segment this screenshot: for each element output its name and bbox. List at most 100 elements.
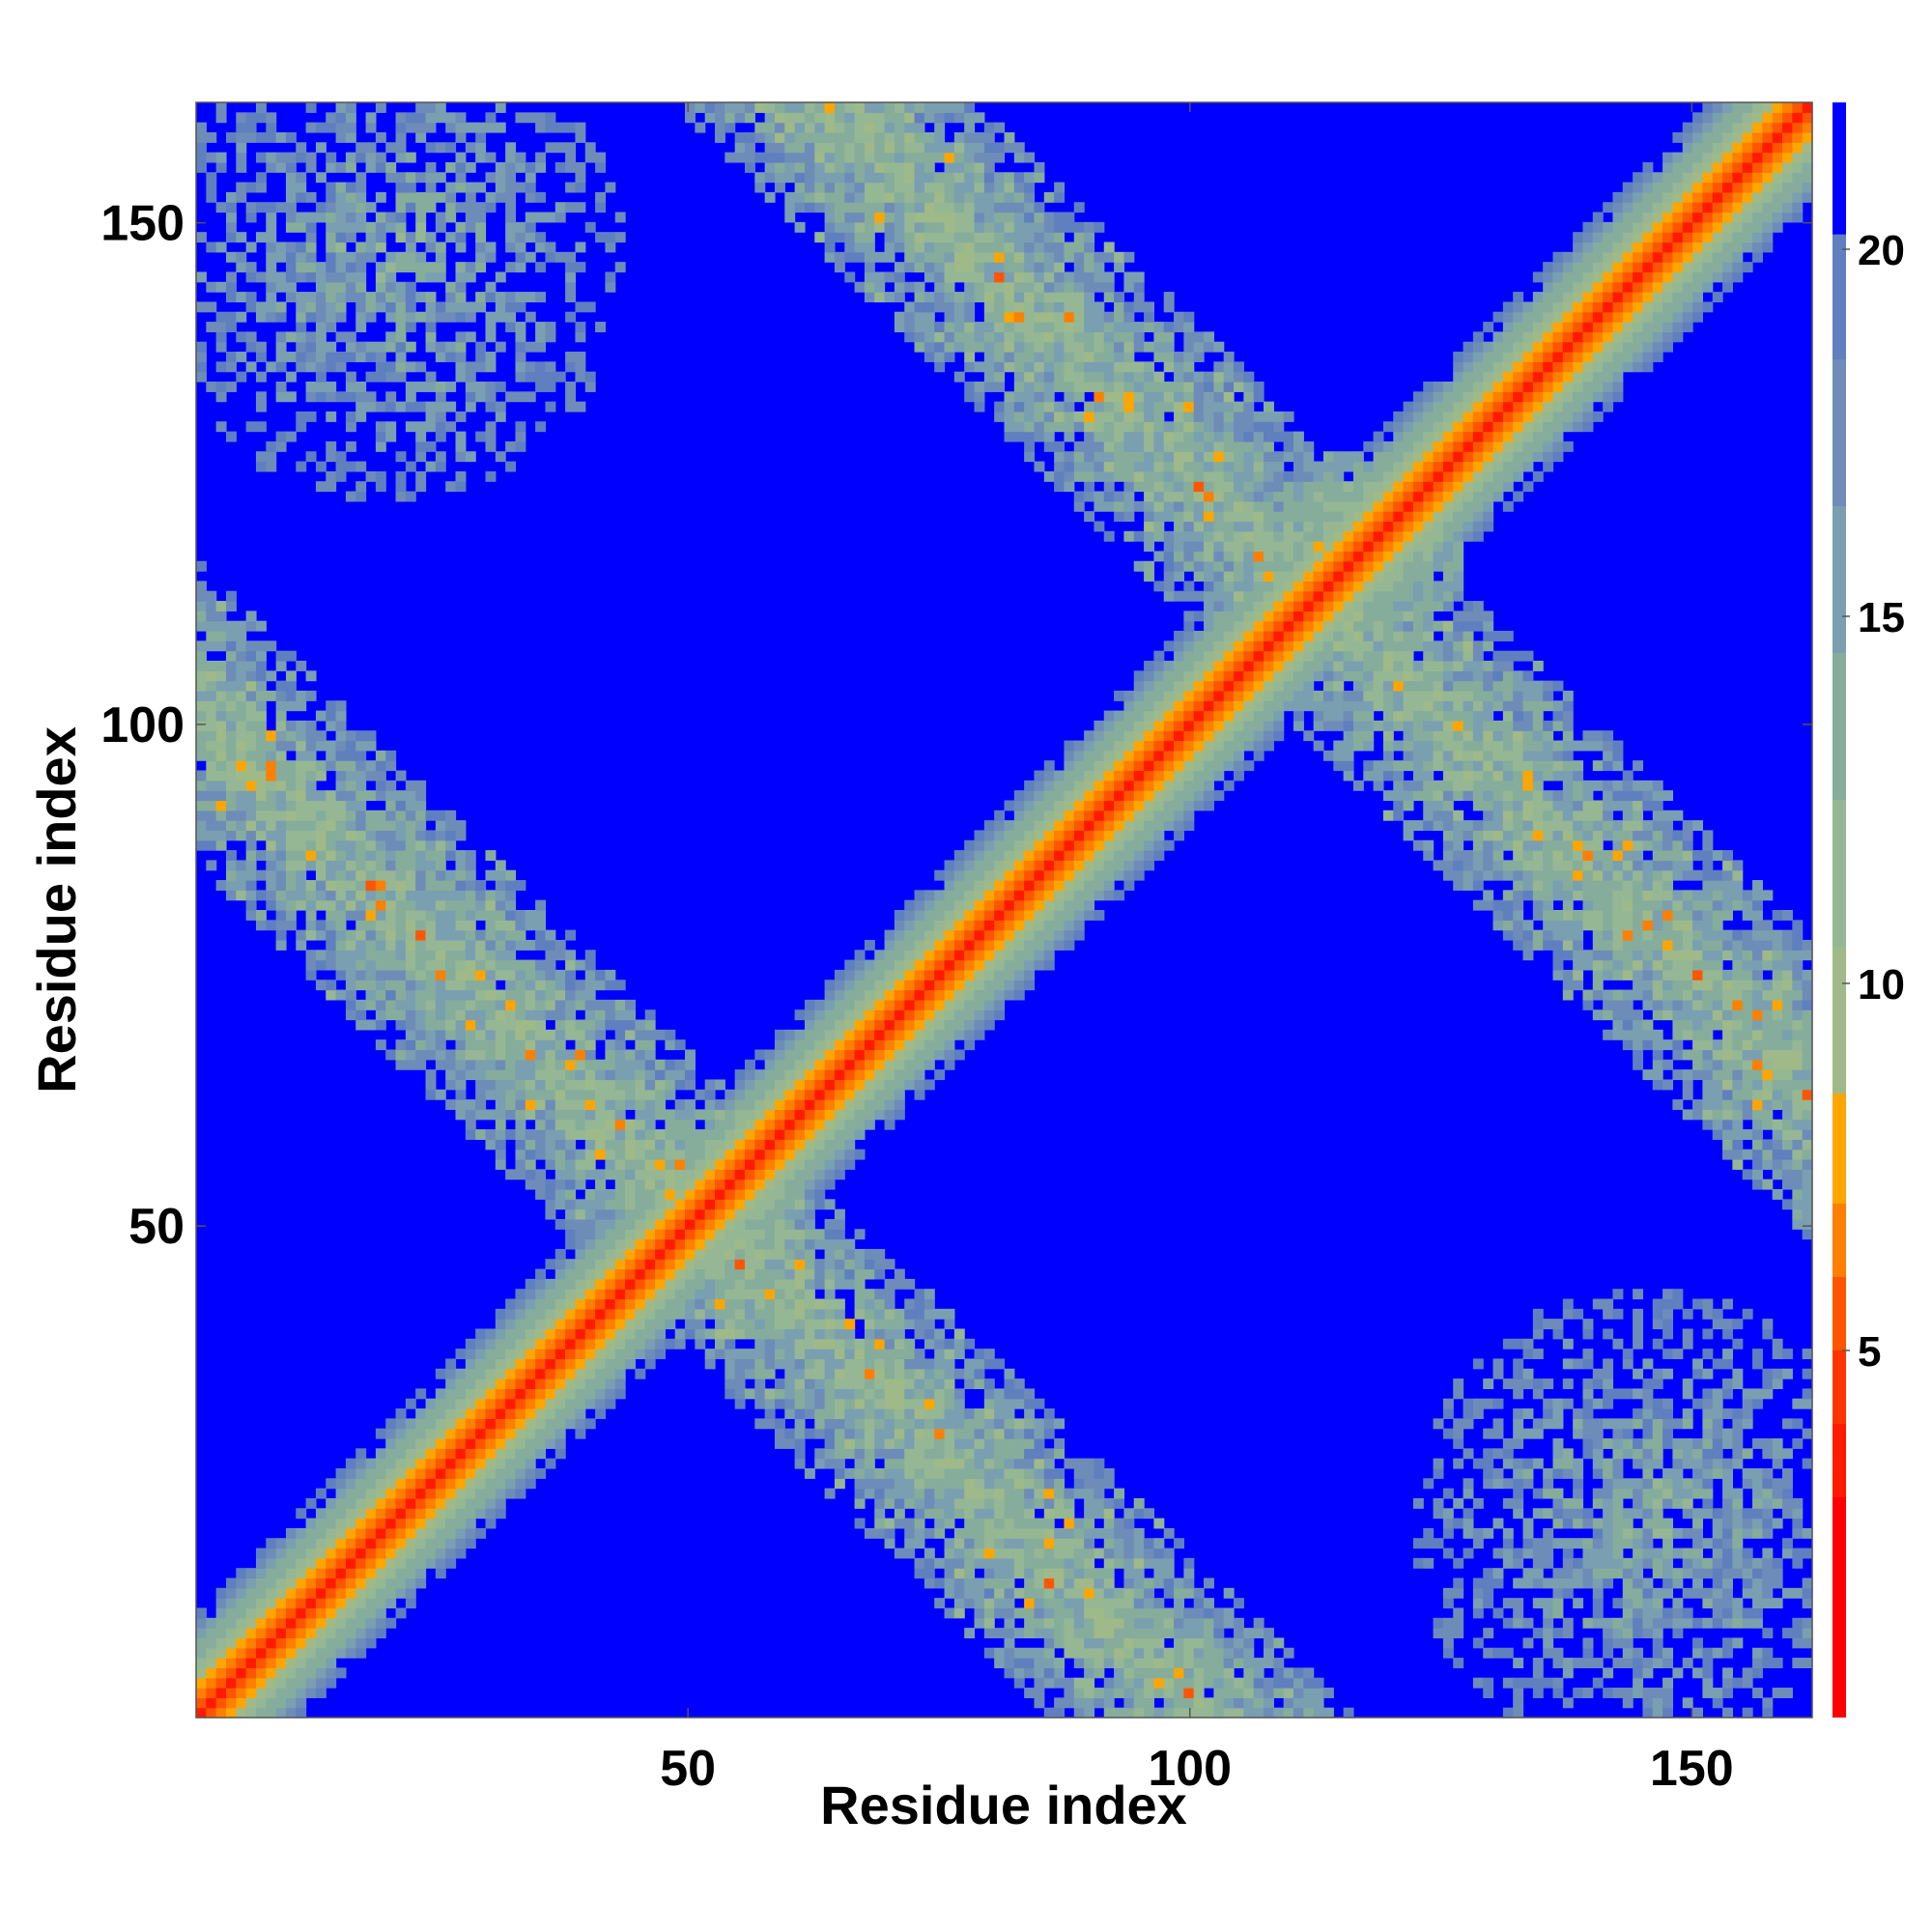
heatmap-cell — [844, 1467, 856, 1479]
heatmap-cell — [465, 361, 476, 373]
heatmap-cell — [804, 1467, 815, 1479]
heatmap-cell — [395, 830, 407, 841]
heatmap-cell — [953, 1538, 965, 1549]
heatmap-cell — [934, 939, 946, 951]
heatmap-cell — [744, 1349, 755, 1360]
heatmap-cell — [345, 1637, 356, 1649]
heatmap-cell — [953, 1557, 965, 1569]
heatmap-cell — [275, 1568, 287, 1579]
heatmap-cell — [844, 212, 856, 223]
heatmap-cell — [296, 411, 307, 422]
heatmap-cell — [335, 131, 347, 143]
heatmap-cell — [964, 890, 976, 901]
heatmap-cell — [695, 1268, 706, 1280]
heatmap-cell — [644, 1149, 656, 1160]
heatmap-cell — [355, 820, 367, 832]
heatmap-cell — [375, 1557, 386, 1569]
heatmap-cell — [944, 301, 955, 313]
heatmap-cell — [804, 1408, 815, 1419]
heatmap-cell — [505, 1408, 517, 1419]
heatmap-cell — [854, 1149, 866, 1160]
heatmap-cell — [804, 1159, 815, 1170]
heatmap-cell — [495, 161, 506, 173]
heatmap-cell — [275, 910, 287, 921]
heatmap-cell — [554, 1398, 566, 1409]
heatmap-cell — [595, 1009, 607, 1021]
heatmap-cell — [355, 1467, 367, 1479]
heatmap-cell — [914, 969, 925, 980]
heatmap-cell — [535, 1039, 547, 1051]
heatmap-cell — [874, 1378, 886, 1390]
heatmap-cell — [485, 391, 497, 403]
heatmap-cell — [515, 1428, 526, 1439]
heatmap-cell — [1013, 431, 1025, 442]
heatmap-cell — [266, 232, 277, 243]
heatmap-cell — [804, 102, 815, 113]
heatmap-cell — [605, 1238, 616, 1250]
heatmap-cell — [614, 1099, 626, 1111]
heatmap-cell — [275, 780, 287, 791]
heatmap-cell — [644, 1089, 656, 1100]
heatmap-cell — [395, 292, 407, 303]
heatmap-cell — [505, 1398, 517, 1409]
heatmap-cell — [974, 271, 985, 283]
heatmap-cell — [475, 1378, 487, 1390]
heatmap-cell — [285, 1587, 297, 1599]
heatmap-cell — [375, 980, 386, 991]
heatmap-cell — [275, 301, 287, 313]
heatmap-cell — [1013, 830, 1025, 841]
heatmap-cell — [764, 1259, 776, 1270]
heatmap-cell — [465, 1467, 476, 1479]
heatmap-cell — [974, 221, 985, 233]
heatmap-cell — [345, 331, 356, 343]
heatmap-cell — [824, 1349, 836, 1360]
heatmap-cell — [415, 880, 427, 891]
heatmap-cell — [814, 122, 826, 133]
heatmap-cell — [674, 1328, 686, 1340]
heatmap-cell — [196, 620, 207, 632]
heatmap-cell — [395, 790, 407, 802]
heatmap-cell — [644, 1238, 656, 1250]
heatmap-cell — [266, 292, 277, 303]
heatmap-cell — [864, 1069, 875, 1081]
heatmap-cell — [285, 730, 297, 742]
heatmap-cell — [495, 1119, 506, 1130]
heatmap-cell — [355, 830, 367, 841]
heatmap-cell — [1024, 411, 1036, 422]
heatmap-cell — [405, 202, 416, 213]
heatmap-cell — [365, 1508, 377, 1520]
heatmap-cell — [495, 1159, 506, 1170]
heatmap-cell — [196, 560, 207, 572]
heatmap-cell — [625, 1319, 636, 1330]
heatmap-cell — [864, 1458, 875, 1469]
heatmap-cell — [584, 989, 596, 1001]
heatmap-cell — [724, 1218, 736, 1230]
heatmap-cell — [255, 1697, 267, 1709]
heatmap-cell — [964, 1009, 976, 1021]
heatmap-cell — [904, 221, 916, 233]
heatmap-cell — [465, 910, 476, 921]
heatmap-cell — [715, 1278, 725, 1290]
heatmap-cell — [944, 182, 955, 193]
heatmap-cell — [326, 939, 337, 951]
heatmap-cell — [255, 311, 267, 323]
heatmap-cell — [715, 1149, 725, 1160]
heatmap-cell — [804, 172, 815, 184]
heatmap-cell — [834, 102, 845, 113]
heatmap-cell — [236, 1658, 247, 1668]
heatmap-cell — [215, 631, 227, 641]
heatmap-cell — [665, 1139, 676, 1151]
heatmap-cell — [305, 969, 317, 980]
heatmap-cell — [923, 1388, 935, 1400]
heatmap-cell — [1004, 361, 1015, 373]
heatmap-cell — [844, 1388, 856, 1400]
heatmap-cell — [674, 1059, 686, 1070]
heatmap-cell — [1034, 1607, 1045, 1619]
heatmap-cell — [505, 322, 517, 332]
heatmap-cell — [365, 890, 377, 901]
heatmap-cell — [974, 1538, 985, 1549]
heatmap-cell — [575, 1218, 586, 1230]
heatmap-cell — [505, 440, 517, 452]
heatmap-cell — [475, 1059, 487, 1070]
heatmap-cell — [375, 780, 386, 791]
